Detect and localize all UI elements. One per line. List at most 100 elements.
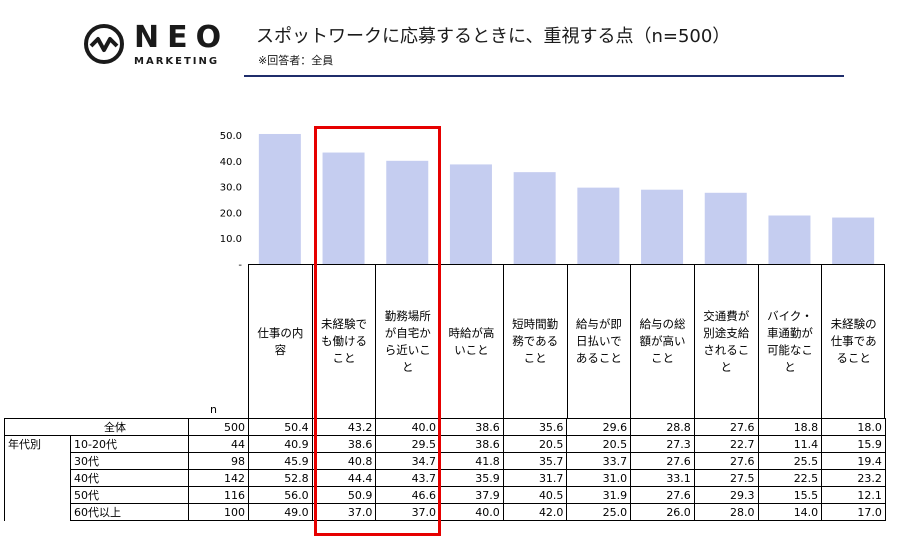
- category-label: バイク・車通勤が可能なこと: [766, 308, 813, 374]
- bar: [704, 192, 747, 264]
- value-cell: 40.0: [375, 418, 441, 436]
- value-cell: 23.2: [821, 469, 886, 487]
- bar: [832, 217, 875, 264]
- table-row: 年代別 10-20代 44 40.9 38.6 29.5 38.6 20.5 20.5 27.3 2…: [4, 435, 886, 453]
- value-cell: 27.5: [693, 469, 759, 487]
- n-cell: 500: [188, 418, 249, 436]
- table-row: 60代以上 100 49.0 37.0 37.0 40.0 42.0 25.0 26.0 28.0…: [4, 503, 886, 521]
- value-cell: 37.0: [375, 503, 441, 521]
- row-label: 全体: [4, 418, 189, 436]
- bar: [513, 172, 556, 264]
- category-header: 時給が高いこと: [439, 264, 503, 419]
- title-underline: [244, 75, 844, 77]
- bar-chart: - 10.0 20.0 30.0 40.0 50.0: [220, 131, 875, 270]
- value-cell: 15.9: [821, 435, 886, 453]
- value-cell: 20.5: [502, 435, 568, 453]
- value-cell: 17.0: [821, 503, 886, 521]
- logo-sub: MARKETING: [134, 56, 220, 67]
- value-cell: 19.4: [821, 452, 886, 470]
- bar: [386, 160, 429, 264]
- group-label: [4, 503, 71, 521]
- value-cell: 26.0: [630, 503, 695, 521]
- value-cell: 43.2: [311, 418, 377, 436]
- bar: [258, 133, 301, 264]
- category-header: 仕事の内容: [248, 264, 312, 419]
- value-cell: 27.3: [630, 435, 695, 453]
- bar: [641, 189, 684, 264]
- category-label: 給与の総額が高いこと: [639, 317, 686, 365]
- value-cell: 20.5: [566, 435, 632, 453]
- value-cell: 37.9: [439, 486, 504, 504]
- value-cell: 28.0: [693, 503, 759, 521]
- value-cell: 37.0: [311, 503, 377, 521]
- value-cell: 44.4: [311, 469, 377, 487]
- value-cell: 50.9: [311, 486, 377, 504]
- neo-marketing-logo: NEO MARKETING: [82, 20, 252, 74]
- value-cell: 56.0: [248, 486, 313, 504]
- category-header: 未経験の仕事であること: [821, 264, 885, 419]
- value-cell: 29.6: [566, 418, 632, 436]
- y-tick-label: -: [238, 260, 242, 270]
- logo-word: NEO: [134, 20, 230, 55]
- value-cell: 40.8: [311, 452, 377, 470]
- category-header: バイク・車通勤が可能なこと: [757, 264, 822, 419]
- bar: [768, 215, 811, 264]
- category-header: 給与が即日払いであること: [566, 264, 631, 419]
- value-cell: 35.6: [502, 418, 568, 436]
- row-label: 30代: [70, 452, 189, 470]
- value-cell: 12.1: [821, 486, 886, 504]
- value-cell: 28.8: [630, 418, 695, 436]
- category-label: 仕事の内容: [257, 325, 304, 357]
- table-row: 全体 500 50.4 43.2 40.0 38.6 35.6 29.6 28.8 27.6 18.…: [4, 418, 886, 436]
- value-cell: 15.5: [757, 486, 823, 504]
- value-cell: 34.7: [375, 452, 441, 470]
- value-cell: 38.6: [439, 418, 504, 436]
- value-cell: 14.0: [757, 503, 823, 521]
- bar: [449, 164, 492, 264]
- row-label: 40代: [70, 469, 189, 487]
- category-header: 交通費が別途支給されること: [693, 264, 758, 419]
- table-row: 30代 98 45.9 40.8 34.7 41.8 35.7 33.7 27.6 27.6 25.…: [4, 452, 886, 470]
- value-cell: 38.6: [311, 435, 377, 453]
- group-label: [4, 469, 71, 487]
- category-label: 未経験の仕事であること: [830, 317, 877, 365]
- category-label: 勤務場所が自宅から近いこと: [384, 308, 431, 374]
- value-cell: 22.7: [693, 435, 759, 453]
- category-header: 未経験でも働けること: [311, 264, 376, 419]
- row-label: 10-20代: [70, 435, 189, 453]
- value-cell: 43.7: [375, 469, 441, 487]
- category-label: 給与が即日払いであること: [575, 317, 622, 365]
- value-cell: 11.4: [757, 435, 823, 453]
- data-table: 全体 500 50.4 43.2 40.0 38.6 35.6 29.6 28.8 27.6 18.…: [4, 418, 886, 521]
- value-cell: 29.3: [693, 486, 759, 504]
- value-cell: 41.8: [439, 452, 504, 470]
- n-cell: 98: [188, 452, 249, 470]
- chart-subtitle: ※回答者：全員: [258, 54, 334, 67]
- value-cell: 27.6: [693, 418, 759, 436]
- value-cell: 18.0: [821, 418, 886, 436]
- value-cell: 29.5: [375, 435, 441, 453]
- header-right-rule: [884, 264, 885, 419]
- value-cell: 40.0: [439, 503, 504, 521]
- value-cell: 45.9: [248, 452, 313, 470]
- value-cell: 33.7: [566, 452, 632, 470]
- pulse-circle-icon: [84, 24, 124, 64]
- value-cell: 38.6: [439, 435, 504, 453]
- group-label: [4, 452, 71, 470]
- bar: [577, 187, 620, 264]
- group-label: 年代別: [4, 435, 71, 453]
- value-cell: 27.6: [630, 486, 695, 504]
- value-cell: 35.7: [502, 452, 568, 470]
- value-cell: 18.8: [757, 418, 823, 436]
- n-cell: 116: [188, 486, 249, 504]
- value-cell: 49.0: [248, 503, 313, 521]
- value-cell: 27.6: [693, 452, 759, 470]
- value-cell: 22.5: [757, 469, 823, 487]
- value-cell: 46.6: [375, 486, 441, 504]
- value-cell: 40.9: [248, 435, 313, 453]
- value-cell: 35.9: [439, 469, 504, 487]
- y-tick-label: 20.0: [220, 208, 242, 219]
- y-tick-label: 40.0: [220, 157, 242, 168]
- n-label: n: [210, 403, 217, 416]
- category-label: 短時間勤務であること: [512, 317, 559, 365]
